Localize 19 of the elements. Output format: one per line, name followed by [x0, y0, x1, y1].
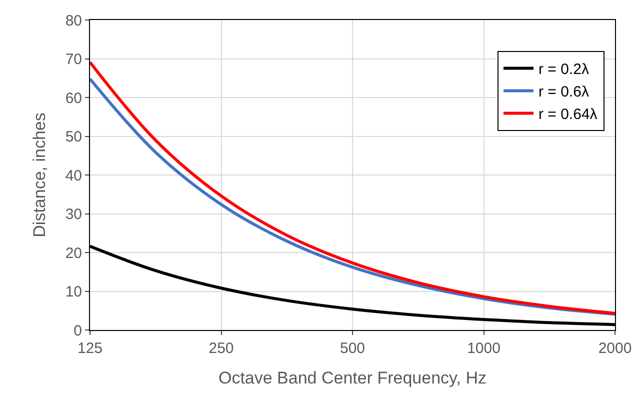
- legend-label: r = 0.64λ: [538, 106, 598, 124]
- y-tick-label: 20: [65, 244, 82, 262]
- y-tick-label: 50: [65, 128, 82, 146]
- x-tick-label: 500: [340, 340, 366, 357]
- y-axis-title: Distance, inches: [30, 112, 49, 238]
- y-tick-label: 40: [65, 167, 82, 184]
- legend-label: r = 0.6λ: [538, 84, 590, 101]
- x-tick-label: 2000: [598, 340, 632, 357]
- y-tick-label: 30: [65, 206, 82, 223]
- y-tick-label: 0: [74, 322, 82, 340]
- y-tick-label: 80: [65, 12, 82, 30]
- x-tick-label: 1000: [467, 340, 500, 357]
- legend-label: r = 0.2λ: [538, 61, 590, 78]
- x-tick-label: 125: [77, 340, 103, 357]
- x-axis-title: Octave Band Center Frequency, Hz: [218, 368, 487, 388]
- y-tick-label: 60: [65, 90, 82, 107]
- x-tick-label: 250: [208, 340, 234, 357]
- y-tick-label: 10: [65, 284, 82, 300]
- y-tick-label: 70: [65, 51, 82, 68]
